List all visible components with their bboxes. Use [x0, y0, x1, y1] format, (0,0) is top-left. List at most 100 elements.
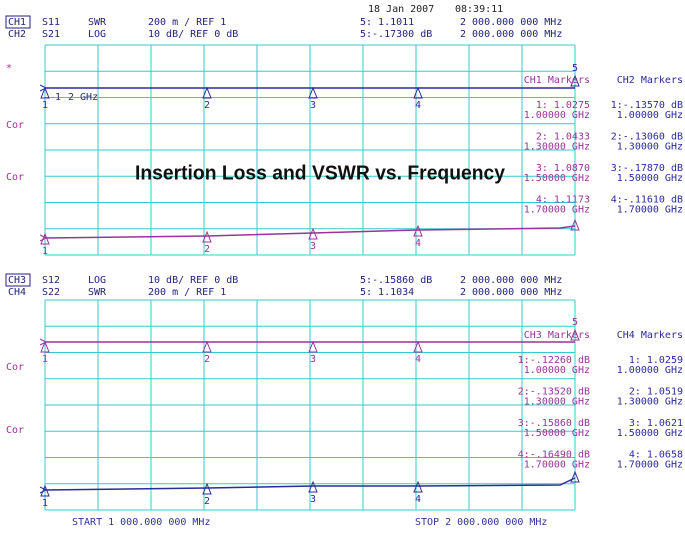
marker-value: 1: 1.0275 [536, 100, 590, 111]
marker-value: 1: 1.0259 [629, 355, 683, 366]
marker-triangle [202, 482, 212, 495]
channel-param: S12 [42, 275, 60, 286]
time: 08:39:11 [455, 4, 503, 15]
reference-arrow [39, 84, 48, 92]
marker-triangle [40, 232, 50, 245]
date: 18 Jan 2007 [368, 4, 434, 15]
marker5-value: 5: 1.1034 [360, 287, 414, 298]
marker-value: 4: 1.1173 [536, 195, 590, 206]
channel-scale: 10 dB/ REF 0 dB [148, 275, 238, 286]
marker-freq: 1.30000 GHz [617, 397, 683, 408]
marker-freq: 1.70000 GHz [617, 460, 683, 471]
marker5-freq: 2 000.000 000 MHz [460, 17, 562, 28]
marker-number: 1 [42, 246, 48, 257]
marker-table-title: CH3 Markers [524, 330, 590, 341]
active-channel-box [5, 273, 31, 287]
channel-scale: 200 m / REF 1 [148, 17, 226, 28]
marker-number: 1 [42, 100, 48, 111]
marker-freq: 1.30000 GHz [617, 142, 683, 153]
marker-table-title: CH2 Markers [617, 75, 683, 86]
marker-value: 1:-.12260 dB [518, 355, 590, 366]
channel-format: SWR [88, 17, 107, 28]
marker-triangle [570, 218, 580, 231]
marker5-value: 5: 1.1011 [360, 17, 414, 28]
marker-number: 4 [415, 494, 421, 505]
channel-param: S11 [42, 17, 60, 28]
marker-value: 4:-.11610 dB [611, 195, 683, 206]
stop-freq: STOP 2 000.000 000 MHz [415, 517, 547, 528]
channel-param: S22 [42, 287, 60, 298]
start-freq: START 1 000.000 000 MHz [72, 517, 210, 528]
marker-value: 4:-.16490 dB [518, 450, 590, 461]
marker-freq: 1.70000 GHz [617, 205, 683, 216]
reference-arrow [39, 338, 48, 346]
channel-format: LOG [88, 275, 106, 286]
marker5-freq: 2 000.000 000 MHz [460, 29, 562, 40]
marker-number: 4 [415, 100, 421, 111]
marker-value: 2:-.13520 dB [518, 387, 590, 398]
marker-table-title: CH4 Markers [617, 330, 683, 341]
marker-triangle [202, 86, 212, 99]
marker-triangle [40, 86, 50, 99]
marker-freq: 1.00000 GHz [524, 365, 590, 376]
marker-freq: 1.00000 GHz [617, 365, 683, 376]
marker-value: 3:-.15860 dB [518, 418, 590, 429]
marker-value: 1:-.13570 dB [611, 100, 683, 111]
marker-triangle [308, 340, 318, 353]
marker-triangle [570, 328, 580, 341]
marker-triangle [570, 470, 580, 483]
marker-value: 3:-.17870 dB [611, 163, 683, 174]
marker-number: 1 [55, 92, 61, 103]
marker-value: 2: 1.0519 [629, 387, 683, 398]
marker-number: 5 [572, 63, 578, 74]
channel-label: CH2 [8, 29, 26, 40]
trace [44, 225, 576, 239]
active-channel-box [5, 15, 31, 29]
marker-number: 3 [310, 354, 316, 365]
marker-value: 2: 1.0433 [536, 132, 590, 143]
side-label: Cor [6, 362, 24, 373]
side-label: * [6, 63, 12, 74]
channel-scale: 10 dB/ REF 0 dB [148, 29, 238, 40]
marker5-freq: 2 000.000 000 MHz [460, 275, 562, 286]
marker-triangle [308, 227, 318, 240]
marker-number: 4 [415, 238, 421, 249]
marker-number: 4 [415, 354, 421, 365]
marker-triangle [570, 74, 580, 87]
marker-number: 1 [42, 354, 48, 365]
marker-freq: 1.30000 GHz [524, 142, 590, 153]
marker-value: 4: 1.0658 [629, 450, 683, 461]
marker-triangle [202, 230, 212, 243]
marker-freq: 1.50000 GHz [524, 173, 590, 184]
reference-arrow [39, 234, 48, 242]
trace [44, 477, 576, 491]
marker-freq: 1.30000 GHz [524, 397, 590, 408]
channel-scale: 200 m / REF 1 [148, 287, 226, 298]
marker-value: 3: 1.0870 [536, 163, 590, 174]
reference-arrow [39, 486, 48, 494]
channel-label: CH1 [8, 17, 26, 28]
channel-label: CH3 [8, 275, 26, 286]
marker5-value: 5:-.15860 dB [360, 275, 432, 286]
marker-value: 3: 1.0621 [629, 418, 683, 429]
channel-format: SWR [88, 287, 107, 298]
marker-triangle [308, 86, 318, 99]
marker-triangle [40, 484, 50, 497]
marker-freq: 1.00000 GHz [524, 110, 590, 121]
marker-number: 5 [572, 317, 578, 328]
marker-triangle [413, 86, 423, 99]
marker-number: 2 [204, 244, 210, 255]
marker-number: 3 [310, 494, 316, 505]
marker-freq: 1.50000 GHz [617, 428, 683, 439]
span-note: 2 GHz [68, 92, 98, 103]
marker-freq: 1.70000 GHz [524, 460, 590, 471]
marker-number: 2 [204, 100, 210, 111]
marker-triangle [413, 340, 423, 353]
title: Insertion Loss and VSWR vs. Frequency [135, 162, 506, 184]
marker-number: 1 [42, 498, 48, 509]
side-label: Cor [6, 120, 24, 131]
marker-number: 2 [204, 354, 210, 365]
marker-table-title: CH1 Markers [524, 75, 590, 86]
marker-triangle [413, 224, 423, 237]
